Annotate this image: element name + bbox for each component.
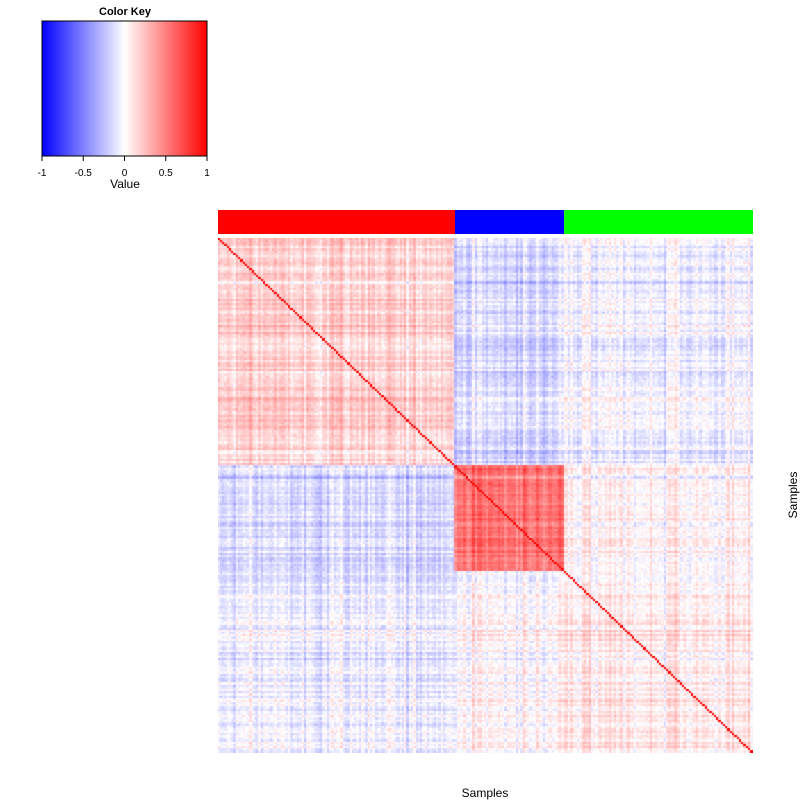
y-axis-label: Samples [786, 472, 800, 519]
color-key-tick-label: -1 [38, 168, 47, 179]
color-key-title: Color Key [99, 6, 152, 18]
color-key-label: Value [110, 177, 140, 191]
group-bar-segment-3 [564, 210, 753, 234]
heatmap-cells [218, 238, 753, 753]
color-key-tick-label: 0 [122, 168, 128, 179]
color-key: Color Key -1 -0.5 0 0.5 1 Value [38, 6, 211, 191]
color-key-axis: -1 -0.5 0 0.5 1 [38, 156, 210, 179]
color-key-tick-label: 0.5 [159, 168, 173, 179]
group-bar-segment-1 [218, 210, 456, 234]
color-key-gradient [41, 20, 208, 157]
group-bar-segment-2 [455, 210, 565, 234]
color-key-tick-label: 1 [204, 168, 210, 179]
group-color-bar [218, 210, 753, 234]
x-axis-label: Samples [462, 786, 509, 800]
color-key-tick-label: -0.5 [75, 168, 93, 179]
